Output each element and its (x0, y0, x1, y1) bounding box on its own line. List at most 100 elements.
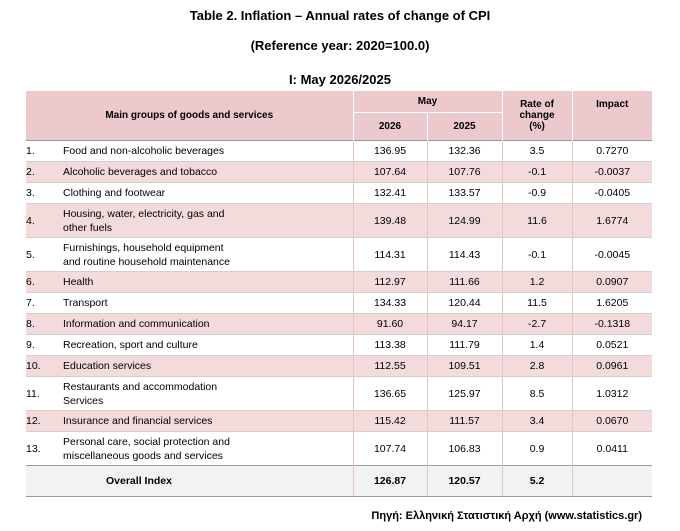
row-rate: 3.5 (501, 140, 573, 162)
overall-label: Overall Index (26, 465, 353, 497)
row-impact: 1.6205 (571, 292, 653, 314)
period-label: I: May 2026/2025 (289, 72, 391, 87)
header-rate: Rate of change (%) (501, 91, 573, 141)
row-group-name: Food and non-alcoholic beverages (63, 140, 353, 162)
row-value-2026: 139.48 (352, 203, 427, 238)
table-row: 6. Health 112.97 111.66 1.2 0.0907 (26, 271, 653, 293)
overall-2026: 126.87 (352, 465, 427, 497)
group-name-line2: and routine household maintenance (63, 255, 230, 268)
header-rate-line1: Rate of (520, 99, 554, 110)
table-row: 11. Restaurants and accommodation Services… (26, 376, 653, 411)
row-index: 5. (26, 237, 63, 272)
reference-year: (Reference year: 2020=100.0) (250, 38, 430, 53)
row-value-2025: 133.57 (426, 182, 503, 204)
row-rate: -2.7 (501, 313, 573, 335)
row-value-2026: 107.74 (352, 431, 427, 466)
group-name-line1: Insurance and financial services (63, 415, 213, 427)
row-group-name: Education services (63, 355, 353, 377)
header-rate-line3: (%) (529, 121, 545, 132)
row-index: 9. (26, 334, 63, 356)
table-row: 8. Information and communication 91.60 94.1… (26, 313, 653, 335)
row-rate: 8.5 (501, 376, 573, 411)
row-group-name: Clothing and footwear (63, 182, 353, 204)
row-index: 13. (26, 431, 63, 466)
row-rate: 1.4 (501, 334, 573, 356)
row-impact: 0.0411 (571, 431, 653, 466)
row-rate: 0.9 (501, 431, 573, 466)
row-value-2026: 115.42 (352, 410, 427, 432)
row-rate: -0.9 (501, 182, 573, 204)
group-name-line2: other fuels (63, 221, 113, 234)
row-value-2025: 132.36 (426, 140, 503, 162)
row-group-name: Information and communication (63, 313, 353, 335)
cpi-table: Main groups of goods and services May Ra… (26, 91, 653, 497)
row-index: 11. (26, 376, 63, 411)
row-value-2025: 124.99 (426, 203, 503, 238)
row-impact: 1.0312 (571, 376, 653, 411)
table-row: 13. Personal care, social protection and m… (26, 431, 653, 466)
row-impact: 1.6774 (571, 203, 653, 238)
row-impact: -0.1318 (571, 313, 653, 335)
row-group-name: Alcoholic beverages and tobacco (63, 161, 353, 183)
row-impact: 0.0521 (571, 334, 653, 356)
group-name-line1: Transport (63, 297, 108, 309)
row-group-name: Personal care, social protection and misc… (63, 431, 353, 466)
row-impact: -0.0037 (571, 161, 653, 183)
table-row: 1. Food and non-alcoholic beverages 136.95… (26, 140, 653, 162)
row-index: 1. (26, 140, 63, 162)
group-name-line1: Alcoholic beverages and tobacco (63, 166, 218, 178)
group-name-line1: Restaurants and accommodation (63, 380, 218, 393)
group-name-line2: Services (63, 394, 104, 407)
row-index: 2. (26, 161, 63, 183)
table-row: 5. Furnishings, household equipment and ro… (26, 237, 653, 272)
table-row: 2. Alcoholic beverages and tobacco 107.64 1… (26, 161, 653, 183)
table-body: 1. Food and non-alcoholic beverages 136.95… (26, 140, 653, 466)
header-year-2026: 2026 (352, 112, 427, 141)
row-value-2025: 125.97 (426, 376, 503, 411)
row-index: 3. (26, 182, 63, 204)
row-value-2026: 132.41 (352, 182, 427, 204)
row-value-2025: 120.44 (426, 292, 503, 314)
table-row: 10. Education services 112.55 109.51 2.8 0.09… (26, 355, 653, 377)
header-impact: Impact (571, 91, 653, 141)
row-value-2026: 112.55 (352, 355, 427, 377)
group-name-line1: Information and communication (63, 318, 210, 330)
header-may: May (352, 91, 503, 113)
group-name-line1: Recreation, sport and culture (63, 339, 198, 351)
group-name-line1: Food and non-alcoholic beverages (63, 145, 225, 157)
row-group-name: Transport (63, 292, 353, 314)
row-rate: 1.2 (501, 271, 573, 293)
row-group-name: Health (63, 271, 353, 293)
row-value-2025: 111.79 (426, 334, 503, 356)
overall-impact (571, 465, 653, 497)
row-impact: -0.0045 (571, 237, 653, 272)
row-rate: -0.1 (501, 161, 573, 183)
row-index: 4. (26, 203, 63, 238)
row-value-2025: 107.76 (426, 161, 503, 183)
group-name-line1: Health (63, 276, 94, 288)
row-rate: 2.8 (501, 355, 573, 377)
table-row: 12. Insurance and financial services 115.4… (26, 410, 653, 432)
row-impact: 0.0670 (571, 410, 653, 432)
row-impact: 0.0961 (571, 355, 653, 377)
overall-2025: 120.57 (426, 465, 503, 497)
row-value-2025: 111.57 (426, 410, 503, 432)
header-groups: Main groups of goods and services (26, 91, 353, 141)
group-name-line1: Housing, water, electricity, gas and (63, 207, 225, 220)
row-group-name: Restaurants and accommodation Services (63, 376, 353, 411)
row-value-2025: 111.66 (426, 271, 503, 293)
row-value-2025: 109.51 (426, 355, 503, 377)
row-index: 8. (26, 313, 63, 335)
row-group-name: Insurance and financial services (63, 410, 353, 432)
row-index: 6. (26, 271, 63, 293)
row-rate: 11.5 (501, 292, 573, 314)
row-value-2026: 107.64 (352, 161, 427, 183)
row-value-2025: 94.17 (426, 313, 503, 335)
row-group-name: Housing, water, electricity, gas and othe… (63, 203, 353, 238)
row-rate: 11.6 (501, 203, 573, 238)
group-name-line1: Clothing and footwear (63, 187, 166, 199)
row-index: 10. (26, 355, 63, 377)
table-row: 3. Clothing and footwear 132.41 133.57 -0.9-… (26, 182, 653, 204)
row-value-2026: 113.38 (352, 334, 427, 356)
row-value-2026: 136.65 (352, 376, 427, 411)
